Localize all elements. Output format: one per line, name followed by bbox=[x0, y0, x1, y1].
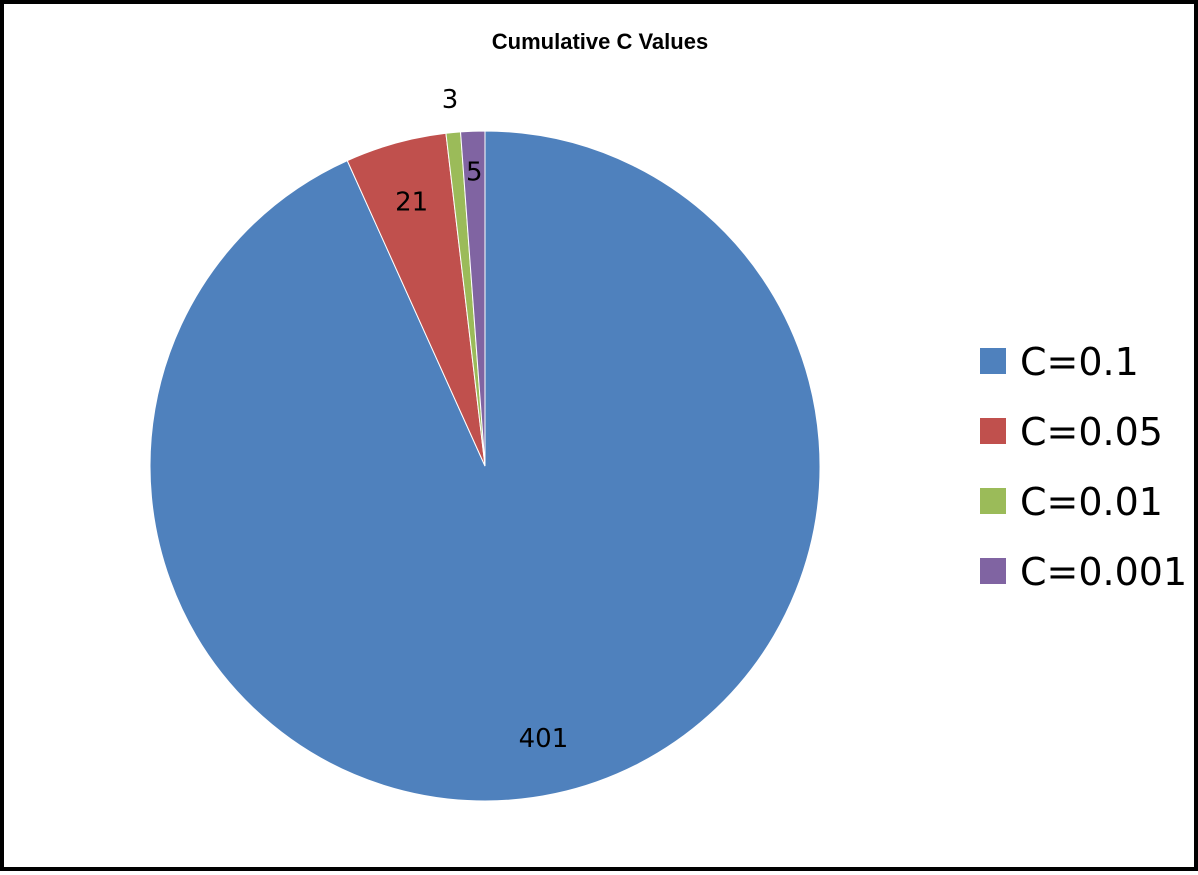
legend-swatch bbox=[980, 418, 1006, 444]
data-label: 401 bbox=[519, 724, 569, 754]
chart-title: Cumulative C Values bbox=[492, 29, 708, 54]
legend-label: C=0.001 bbox=[1020, 550, 1187, 594]
legend-swatch bbox=[980, 348, 1006, 374]
pie-slice-c-0-001 bbox=[460, 130, 486, 467]
legend-swatch bbox=[980, 488, 1006, 514]
data-label: 21 bbox=[395, 187, 428, 217]
data-label: 5 bbox=[466, 157, 483, 187]
legend-label: C=0.01 bbox=[1020, 480, 1163, 524]
data-label: 3 bbox=[442, 85, 459, 115]
legend-swatch bbox=[980, 558, 1006, 584]
pie-data-labels: 401 21 3 5 bbox=[395, 85, 568, 754]
legend-label: C=0.1 bbox=[1020, 340, 1139, 384]
legend-label: C=0.05 bbox=[1020, 410, 1163, 454]
chart-legend: C=0.1 C=0.05 C=0.01 C=0.001 bbox=[980, 340, 1187, 594]
pie-slices bbox=[149, 130, 821, 802]
